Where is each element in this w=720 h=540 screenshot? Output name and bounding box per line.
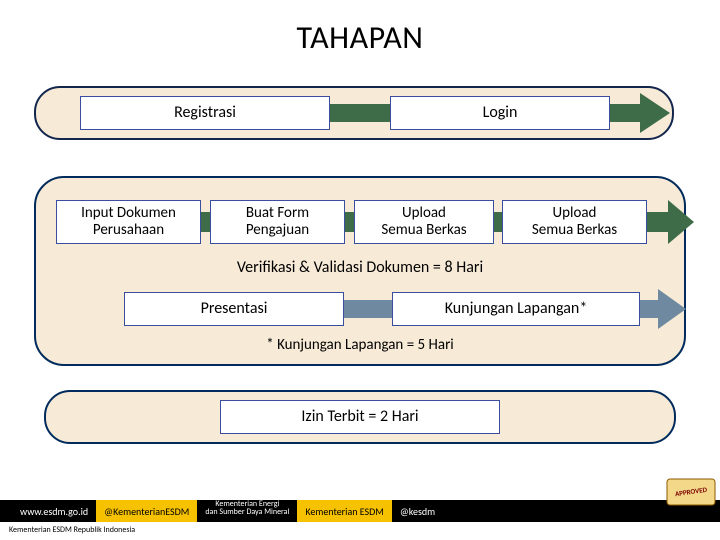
step-label: UploadSemua Berkas bbox=[381, 205, 466, 240]
footer-segment: @KementerianESDM bbox=[96, 500, 197, 522]
step-upload-1: UploadSemua Berkas bbox=[354, 200, 494, 244]
footer-segment: www.esdm.go.id bbox=[12, 500, 96, 522]
step-label: Registrasi bbox=[174, 104, 236, 122]
page-title: TAHAPAN bbox=[0, 18, 720, 57]
footer-segment: Kementerian Energidan Sumber Daya Minera… bbox=[197, 500, 297, 522]
step-buat-form: Buat FormPengajuan bbox=[210, 200, 345, 244]
step-presentasi: Presentasi bbox=[124, 292, 344, 326]
step-kunjungan: Kunjungan Lapangan* bbox=[392, 292, 640, 326]
footer-segment: Kementerian ESDM bbox=[297, 500, 392, 522]
step-label: Input DokumenPerusahaan bbox=[81, 205, 176, 240]
footnote-kunjungan: * Kunjungan Lapangan = 5 Hari bbox=[266, 336, 454, 354]
step-label: Kunjungan Lapangan* bbox=[445, 300, 588, 318]
step-label: Login bbox=[483, 104, 518, 122]
step-input-dokumen: Input DokumenPerusahaan bbox=[56, 200, 201, 244]
step-upload-2: UploadSemua Berkas bbox=[502, 200, 647, 244]
footer-bar: www.esdm.go.id@KementerianESDMKementeria… bbox=[0, 500, 720, 522]
footer-segment: @kesdm bbox=[392, 500, 443, 522]
slide: TAHAPAN Registrasi Login Input DokumenPe… bbox=[0, 0, 720, 540]
step-izin-terbit: Izin Terbit = 2 Hari bbox=[220, 400, 500, 434]
step-label: UploadSemua Berkas bbox=[532, 205, 617, 240]
verification-text: Verifikasi & Validasi Dokumen = 8 Hari bbox=[237, 258, 483, 277]
step-registrasi: Registrasi bbox=[80, 96, 330, 130]
step-label: Buat FormPengajuan bbox=[246, 205, 309, 240]
approved-stamp: APPROVED bbox=[666, 478, 716, 506]
ministry-label: Kementerian ESDM Republik Indonesia bbox=[6, 524, 138, 536]
step-label: Presentasi bbox=[201, 300, 268, 318]
step-login: Login bbox=[390, 96, 610, 130]
step-label: Izin Terbit = 2 Hari bbox=[301, 408, 418, 426]
